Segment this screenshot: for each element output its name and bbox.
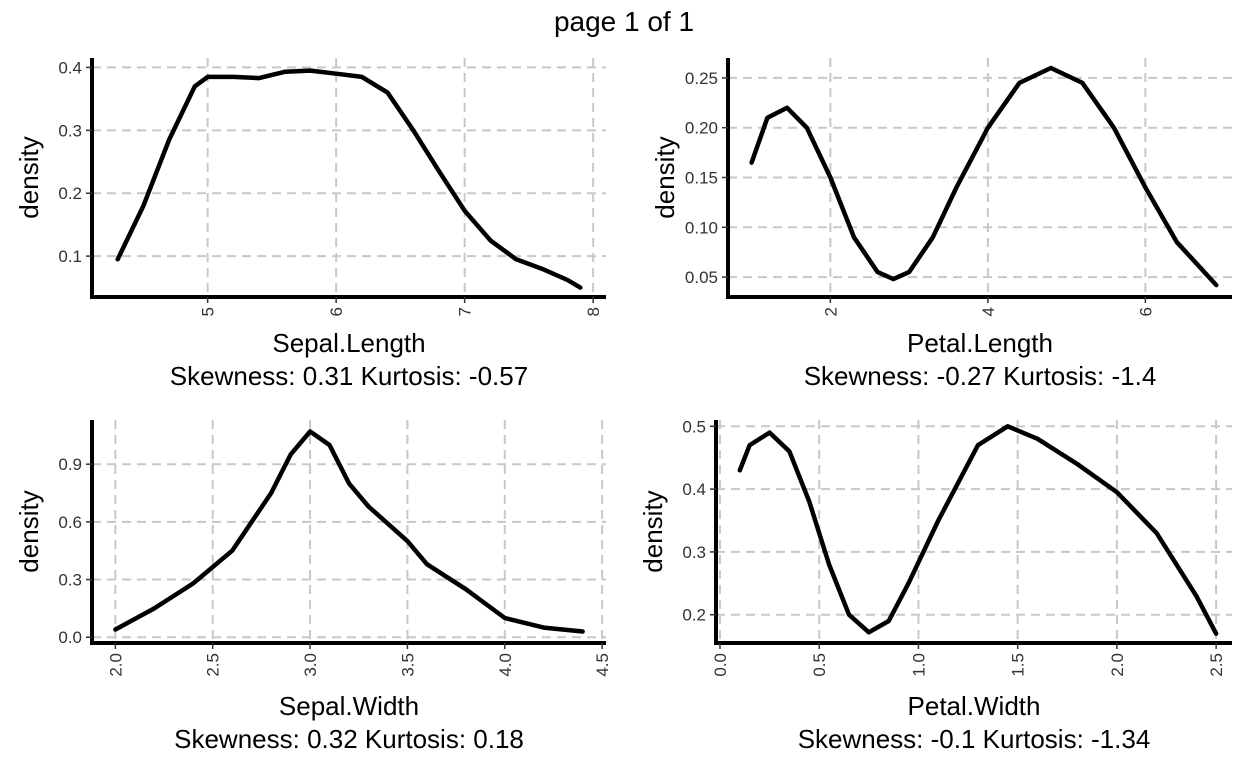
x-tick-label: 6 [1136, 307, 1155, 316]
density-curve [113, 429, 585, 634]
skewness-kurtosis-label: Skewness: 0.31 Kurtosis: -0.57 [170, 361, 528, 391]
panel-petal-width: 0.2 0.3 0.4 0.5 0.0 0.5 1.0 1.5 2.0 2.5 density Pet… [638, 417, 1232, 754]
y-tick-label: 0.2 [58, 184, 82, 203]
x-axis-title: Sepal.Width [279, 691, 419, 721]
y-tick-label: 0.1 [58, 247, 82, 266]
density-curve [115, 68, 583, 290]
y-tick-label: 0.0 [58, 628, 82, 647]
skewness-kurtosis-label: Skewness: 0.32 Kurtosis: 0.18 [174, 724, 524, 754]
y-tick-label: 0.4 [682, 480, 706, 499]
y-tick-label: 0.5 [682, 417, 706, 436]
y-tick-label: 0.25 [685, 69, 718, 88]
panel-sepal-length: 0.1 0.2 0.3 0.4 5 6 7 8 density Sepal.LengthSkewn… [14, 58, 606, 391]
x-tick-label: 7 [456, 307, 475, 316]
x-tick-label: 0.5 [810, 653, 829, 677]
x-tick-label: 6 [327, 307, 346, 316]
x-tick-label: 2.5 [204, 653, 223, 677]
skewness-kurtosis-label: Skewness: -0.1 Kurtosis: -1.34 [798, 724, 1151, 754]
y-tick-label: 0.2 [682, 606, 706, 625]
x-tick-label: 2.0 [106, 653, 125, 677]
y-tick-label: 0.9 [58, 455, 82, 474]
y-tick-label: 0.10 [685, 218, 718, 237]
x-tick-label: 4.5 [593, 653, 612, 677]
x-tick-label: 1.5 [1009, 653, 1028, 677]
y-tick-label: 0.20 [685, 119, 718, 138]
density-curve [749, 65, 1219, 288]
y-axis-title: density [650, 136, 680, 218]
skewness-kurtosis-label: Skewness: -0.27 Kurtosis: -1.4 [804, 361, 1157, 391]
y-tick-label: 0.15 [685, 169, 718, 188]
x-tick-label: 8 [584, 307, 603, 316]
y-axis-title: density [14, 136, 44, 218]
panel-sepal-width: 0.0 0.3 0.6 0.9 2.0 2.5 3.0 3.5 4.0 4.5 density Sep… [14, 420, 612, 754]
page-title: page 1 of 1 [553, 6, 695, 37]
x-tick-label: 1.0 [909, 653, 928, 677]
density-curve [737, 424, 1219, 636]
x-axis-title: Petal.Length [907, 328, 1053, 358]
x-axis-title: Sepal.Length [272, 328, 425, 358]
y-tick-label: 0.3 [682, 543, 706, 562]
x-tick-label: 0.0 [711, 653, 730, 677]
y-tick-label: 0.3 [58, 571, 82, 590]
x-tick-label: 4.0 [496, 653, 515, 677]
x-tick-label: 3.0 [301, 653, 320, 677]
y-tick-label: 0.05 [685, 268, 718, 287]
panel-petal-length: 0.05 0.10 0.15 0.20 0.25 2 4 6 density Petal.Leng… [650, 58, 1232, 391]
y-tick-label: 0.4 [58, 58, 82, 77]
x-axis-title: Petal.Width [908, 691, 1041, 721]
y-axis-title: density [638, 490, 668, 572]
x-tick-label: 5 [199, 307, 218, 316]
x-tick-label: 2 [821, 307, 840, 316]
x-tick-label: 4 [979, 307, 998, 316]
x-tick-label: 2.5 [1207, 653, 1226, 677]
x-tick-label: 2.0 [1108, 653, 1127, 677]
y-axis-title: density [14, 490, 44, 572]
x-tick-label: 3.5 [398, 653, 417, 677]
y-tick-label: 0.3 [58, 121, 82, 140]
y-tick-label: 0.6 [58, 513, 82, 532]
